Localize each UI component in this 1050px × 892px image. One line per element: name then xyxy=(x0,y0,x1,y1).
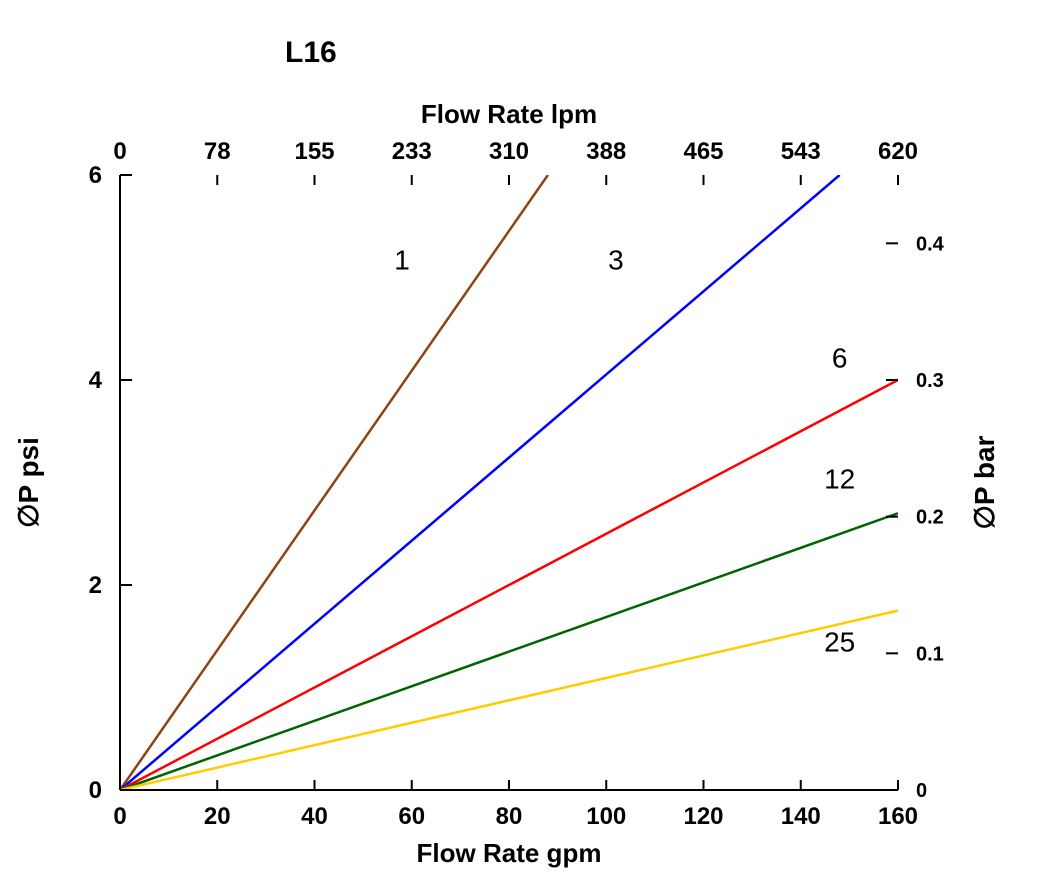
x-bottom-tick-label: 40 xyxy=(301,803,328,830)
x-bottom-tick-label: 0 xyxy=(113,803,126,830)
x-bottom-tick-label: 20 xyxy=(204,803,231,830)
y-right-tick-label: 0.4 xyxy=(916,233,945,255)
y-left-tick-label: 6 xyxy=(89,162,102,189)
x-top-tick-label: 0 xyxy=(113,138,126,165)
x-bottom-tick-label: 60 xyxy=(398,803,425,830)
y-left-tick-label: 0 xyxy=(89,777,102,804)
x-bottom-tick-label: 100 xyxy=(586,803,626,830)
chart-container: L16020406080100120140160Flow Rate gpm078… xyxy=(0,0,1050,892)
x-top-tick-label: 620 xyxy=(878,138,918,165)
series-label-25: 25 xyxy=(824,627,855,658)
x-bottom-axis-label: Flow Rate gpm xyxy=(417,838,602,868)
x-top-tick-label: 310 xyxy=(489,138,529,165)
x-bottom-tick-label: 160 xyxy=(878,803,918,830)
y-left-tick-label: 2 xyxy=(89,572,102,599)
y-left-axis-label: ∅P psi xyxy=(13,437,44,528)
x-top-tick-label: 155 xyxy=(294,138,334,165)
series-label-3: 3 xyxy=(608,244,624,275)
y-right-tick-label: 0 xyxy=(916,780,927,802)
x-top-tick-label: 543 xyxy=(781,138,821,165)
x-bottom-tick-label: 120 xyxy=(683,803,723,830)
x-top-tick-label: 233 xyxy=(392,138,432,165)
pressure-drop-chart: L16020406080100120140160Flow Rate gpm078… xyxy=(0,0,1050,892)
x-bottom-tick-label: 80 xyxy=(496,803,523,830)
x-top-axis-label: Flow Rate lpm xyxy=(421,99,597,129)
x-top-tick-label: 388 xyxy=(586,138,626,165)
x-top-tick-label: 465 xyxy=(683,138,723,165)
series-label-1: 1 xyxy=(394,244,410,275)
y-right-tick-label: 0.1 xyxy=(916,643,944,665)
y-right-tick-label: 0.3 xyxy=(916,370,944,392)
chart-title: L16 xyxy=(285,36,337,69)
y-left-tick-label: 4 xyxy=(89,367,103,394)
series-label-6: 6 xyxy=(832,343,848,374)
y-right-tick-label: 0.2 xyxy=(916,507,944,529)
x-top-tick-label: 78 xyxy=(204,138,231,165)
series-label-12: 12 xyxy=(824,464,855,495)
x-bottom-tick-label: 140 xyxy=(781,803,821,830)
y-right-axis-label: ∅P bar xyxy=(969,435,1000,529)
